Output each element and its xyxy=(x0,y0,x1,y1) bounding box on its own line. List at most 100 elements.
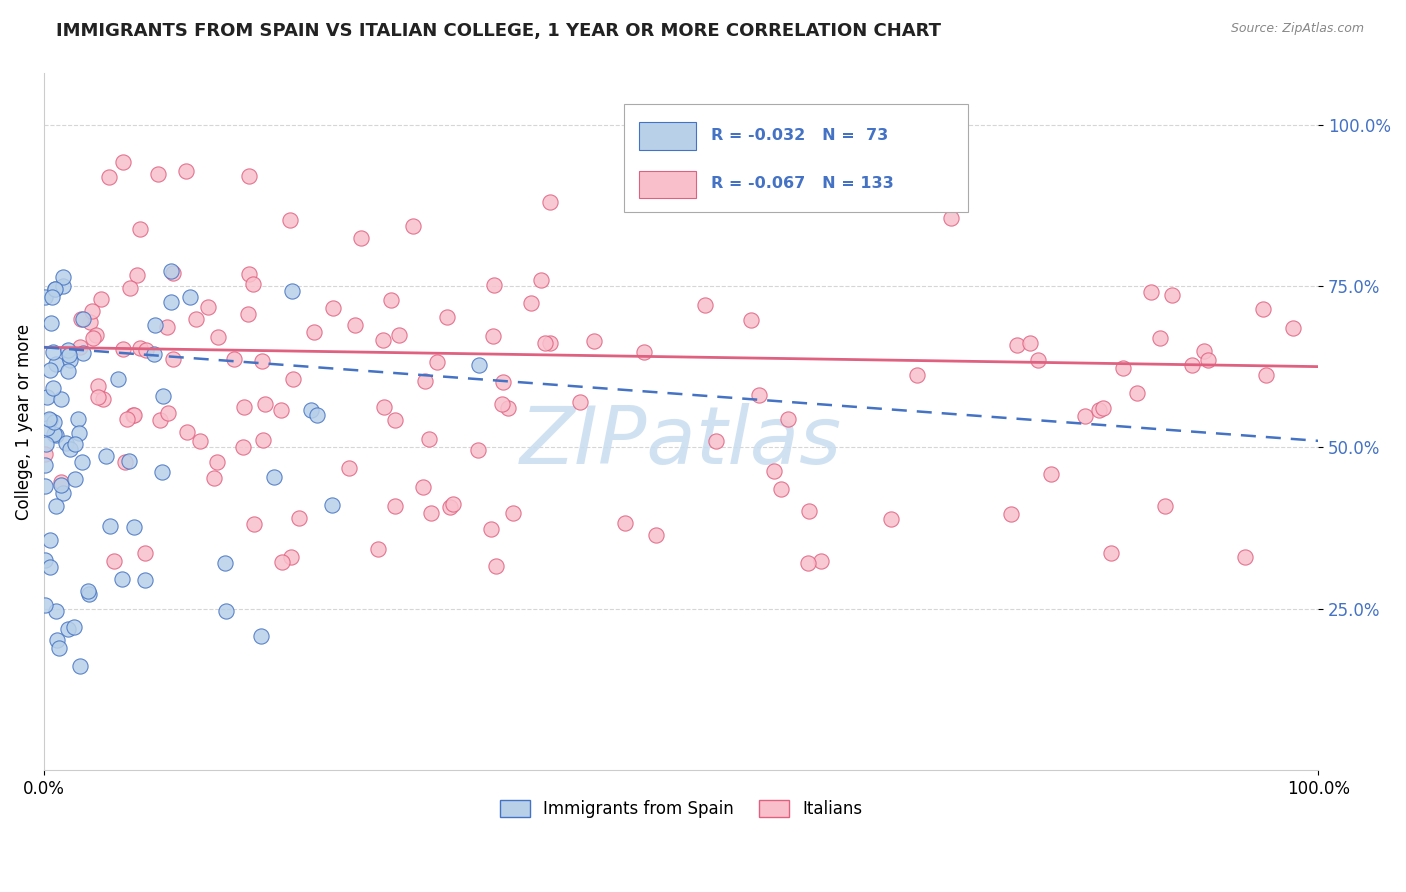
Point xyxy=(52,486,75,500)
Point xyxy=(76,584,98,599)
Point xyxy=(41,290,63,304)
Point xyxy=(388,328,411,343)
Point xyxy=(467,358,489,372)
Point xyxy=(49,477,72,491)
Point xyxy=(41,344,63,359)
Point xyxy=(233,400,256,414)
Point xyxy=(34,291,56,305)
Point xyxy=(122,408,145,422)
Point xyxy=(111,342,134,356)
Point xyxy=(496,401,519,415)
Point xyxy=(90,292,112,306)
Point xyxy=(45,428,67,442)
Point xyxy=(880,512,903,526)
Point xyxy=(82,330,104,344)
Point xyxy=(149,413,172,427)
Point xyxy=(418,432,440,446)
Point xyxy=(205,455,228,469)
Point xyxy=(52,279,75,293)
Point xyxy=(281,284,304,298)
Point xyxy=(186,312,208,326)
Point xyxy=(197,301,219,315)
Point xyxy=(45,633,67,648)
Point xyxy=(72,455,94,469)
Point xyxy=(35,421,58,435)
Point xyxy=(1254,368,1277,383)
Point xyxy=(380,293,402,308)
Point xyxy=(367,542,389,557)
Point xyxy=(740,313,762,327)
Point xyxy=(87,379,110,393)
Point xyxy=(238,169,260,183)
Point xyxy=(254,397,277,411)
Point xyxy=(84,328,107,343)
Point xyxy=(322,301,344,316)
Point xyxy=(693,298,716,312)
Point xyxy=(134,546,156,560)
Text: ZIPatlas: ZIPatlas xyxy=(520,403,842,482)
Point xyxy=(1099,546,1122,560)
Point xyxy=(91,392,114,406)
Point xyxy=(321,498,343,512)
Point xyxy=(633,345,655,359)
Point xyxy=(343,318,366,333)
Point xyxy=(103,554,125,568)
Point xyxy=(538,336,561,351)
Point xyxy=(249,629,271,643)
Point xyxy=(337,461,360,475)
Point xyxy=(1192,343,1215,358)
Point xyxy=(98,169,121,184)
Point xyxy=(797,556,820,570)
Point xyxy=(162,267,184,281)
Point xyxy=(1154,499,1177,513)
Point xyxy=(776,411,799,425)
FancyBboxPatch shape xyxy=(624,104,967,212)
Point xyxy=(413,374,436,388)
Point xyxy=(44,426,66,441)
Point xyxy=(37,390,59,404)
Point xyxy=(769,482,792,496)
Point xyxy=(143,318,166,332)
Point xyxy=(232,440,254,454)
Point xyxy=(644,528,666,542)
Point xyxy=(179,290,201,304)
Point xyxy=(49,392,72,406)
Point xyxy=(401,219,423,233)
Point xyxy=(520,296,543,310)
Point xyxy=(349,231,371,245)
Point xyxy=(38,363,60,377)
Point xyxy=(238,267,260,281)
Point xyxy=(115,412,138,426)
Point xyxy=(160,263,183,277)
Point xyxy=(150,465,173,479)
Point xyxy=(1019,336,1042,351)
Point xyxy=(34,447,56,461)
Point xyxy=(242,277,264,291)
Point xyxy=(72,312,94,326)
Point xyxy=(1282,320,1305,334)
Point xyxy=(59,442,82,457)
Point xyxy=(58,348,80,362)
Point xyxy=(441,497,464,511)
Point xyxy=(426,355,449,369)
Point xyxy=(65,472,87,486)
Point xyxy=(72,346,94,360)
Bar xyxy=(640,122,696,150)
Point xyxy=(58,343,80,357)
Point xyxy=(1028,353,1050,368)
Point xyxy=(271,555,294,569)
Point xyxy=(538,195,561,210)
Point xyxy=(38,411,60,425)
Point xyxy=(1125,385,1147,400)
Point xyxy=(114,454,136,468)
Point xyxy=(534,336,557,351)
Point xyxy=(188,434,211,448)
Point xyxy=(1073,409,1095,423)
Point xyxy=(491,397,513,411)
Point xyxy=(384,499,406,513)
Point xyxy=(120,281,142,295)
Point xyxy=(270,403,292,417)
Point xyxy=(373,400,395,414)
Point xyxy=(34,598,56,612)
Point xyxy=(1112,361,1135,376)
